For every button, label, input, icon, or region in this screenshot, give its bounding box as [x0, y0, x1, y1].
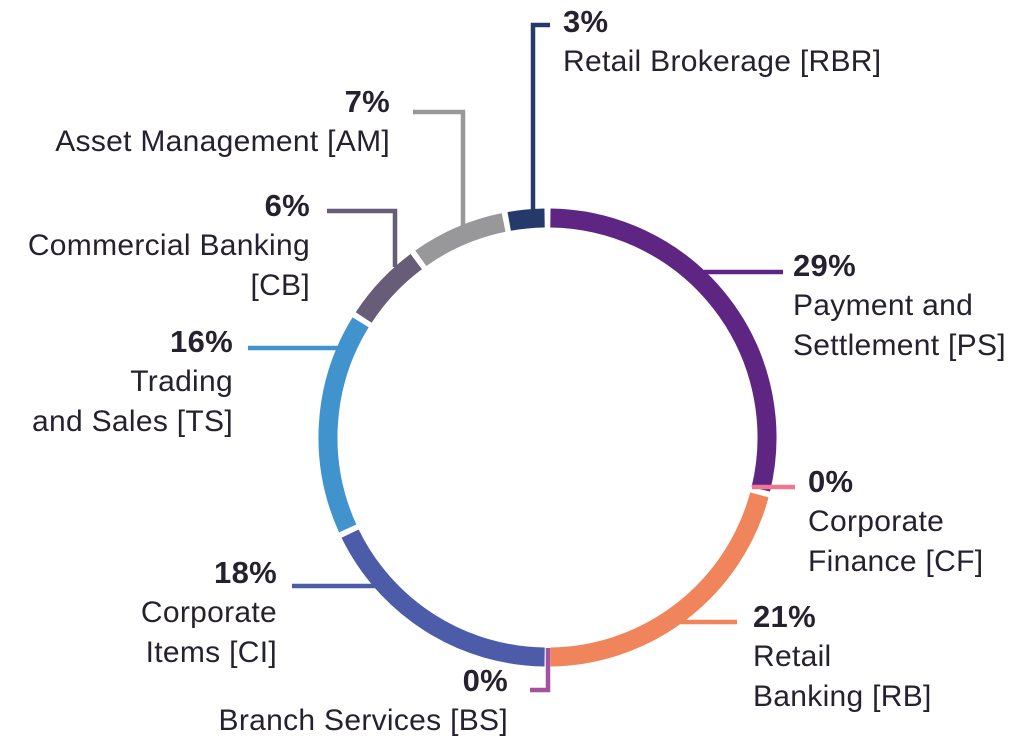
label-corporate-items-pct: 18%: [214, 555, 277, 590]
label-retail-brokerage: 3% Retail Brokerage [RBR]: [563, 2, 881, 82]
segment-arc-rb: [550, 492, 769, 667]
label-trading-sales-name-2: and Sales [TS]: [32, 405, 233, 438]
label-asset-management: 7% Asset Management [AM]: [55, 82, 390, 162]
label-retail-brokerage-name: Retail Brokerage [RBR]: [563, 45, 882, 78]
label-corporate-finance-name-2: Finance [CF]: [808, 545, 984, 578]
label-retail-brokerage-pct: 3%: [563, 4, 609, 39]
label-branch-services-name: Branch Services [BS]: [218, 704, 508, 737]
segment-arc-ci: [341, 529, 545, 667]
leader-line-cb: [327, 208, 398, 267]
label-retail-banking-name-1: Retail: [753, 640, 832, 673]
label-payment-settlement-pct: 29%: [793, 248, 856, 283]
label-retail-banking-name-2: Banking [RB]: [753, 680, 932, 713]
segment-arc-rbr: [507, 208, 545, 231]
label-trading-sales: 16% Trading and Sales [TS]: [32, 322, 233, 442]
label-corporate-finance-pct: 0%: [808, 464, 854, 499]
label-trading-sales-name-1: Trading: [130, 365, 233, 398]
label-retail-banking: 21% Retail Banking [RB]: [753, 597, 932, 717]
label-commercial-banking: 6% Commercial Banking [CB]: [28, 186, 310, 306]
label-corporate-finance: 0% Corporate Finance [CF]: [808, 462, 983, 582]
label-commercial-banking-name-2: [CB]: [250, 269, 310, 302]
label-corporate-items-name-1: Corporate: [140, 596, 277, 629]
segment-arc-ps: [550, 208, 777, 492]
leader-line-am: [413, 109, 466, 227]
label-asset-management-pct: 7%: [344, 84, 390, 119]
label-corporate-finance-name-1: Corporate: [808, 505, 945, 538]
label-branch-services: 0% Branch Services [BS]: [219, 661, 508, 741]
label-payment-settlement-name-1: Payment and: [793, 289, 974, 322]
segment-arc-ts: [318, 317, 369, 533]
leader-line-bs: [530, 648, 551, 693]
label-asset-management-name: Asset Management [AM]: [55, 125, 390, 158]
label-payment-settlement: 29% Payment and Settlement [PS]: [793, 246, 1006, 366]
label-trading-sales-pct: 16%: [170, 324, 233, 359]
label-branch-services-pct: 0%: [462, 663, 508, 698]
label-corporate-items-name-2: Items [CI]: [145, 636, 277, 669]
leader-line-rbr: [530, 22, 550, 214]
label-commercial-banking-pct: 6%: [264, 188, 310, 223]
label-payment-settlement-name-2: Settlement [PS]: [793, 329, 1006, 362]
label-retail-banking-pct: 21%: [753, 599, 816, 634]
label-corporate-items: 18% Corporate Items [CI]: [141, 553, 277, 673]
segment-arc-cb: [355, 253, 423, 323]
segment-arc-am: [415, 213, 506, 267]
label-commercial-banking-name-1: Commercial Banking: [27, 229, 310, 262]
